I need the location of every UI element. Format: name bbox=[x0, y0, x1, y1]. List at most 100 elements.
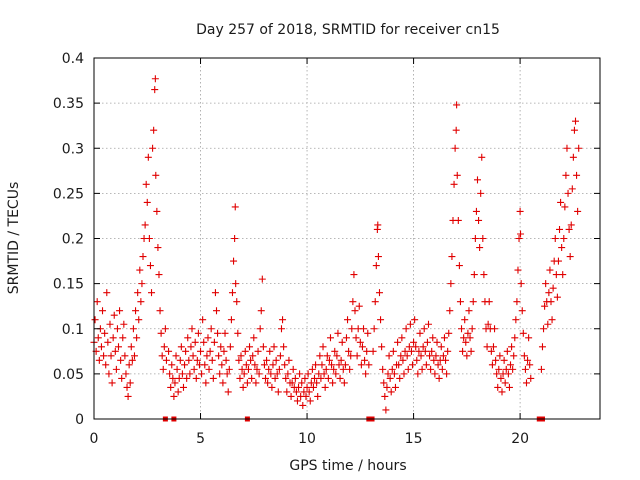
tick-labels-layer: 0 0.05 0.1 0.15 0.2 0.25 0.3 0.35 0.4 0 5 10 15 20 bbox=[53, 51, 529, 447]
data-point bbox=[437, 343, 445, 351]
data-point bbox=[219, 379, 227, 387]
data-point bbox=[293, 397, 301, 405]
data-point bbox=[241, 347, 249, 355]
data-point bbox=[388, 365, 396, 373]
data-point bbox=[130, 352, 138, 360]
y-tick-label: 0.4 bbox=[62, 51, 84, 67]
x-tick-label: 0 bbox=[90, 431, 99, 447]
data-point bbox=[498, 388, 506, 396]
data-point bbox=[115, 343, 123, 351]
data-point bbox=[466, 334, 474, 342]
data-point bbox=[394, 338, 402, 346]
data-point bbox=[177, 343, 185, 351]
data-point bbox=[537, 365, 545, 373]
data-point bbox=[184, 334, 192, 342]
data-point bbox=[214, 329, 222, 337]
data-point bbox=[510, 352, 518, 360]
data-point bbox=[250, 334, 258, 342]
data-point bbox=[155, 271, 163, 279]
data-point bbox=[423, 338, 431, 346]
data-point bbox=[382, 406, 390, 414]
data-point bbox=[455, 262, 463, 270]
data-point bbox=[379, 365, 387, 373]
data-point bbox=[451, 144, 459, 152]
y-tick-label: 0.1 bbox=[62, 322, 84, 338]
data-point bbox=[113, 325, 121, 333]
data-point bbox=[460, 334, 468, 342]
data-point bbox=[369, 347, 377, 355]
data-point bbox=[440, 334, 448, 342]
data-point bbox=[213, 307, 221, 315]
data-point bbox=[199, 316, 207, 324]
data-point bbox=[424, 320, 432, 328]
data-point bbox=[395, 361, 403, 369]
x-tick-label: 20 bbox=[511, 431, 529, 447]
data-point bbox=[333, 352, 341, 360]
data-point bbox=[185, 356, 193, 364]
data-point bbox=[465, 307, 473, 315]
data-point bbox=[221, 329, 229, 337]
data-point bbox=[386, 374, 394, 382]
data-point bbox=[433, 338, 441, 346]
data-point bbox=[99, 307, 107, 315]
data-point bbox=[519, 329, 527, 337]
data-point bbox=[374, 221, 382, 229]
data-point bbox=[410, 338, 418, 346]
data-point bbox=[345, 347, 353, 355]
data-point bbox=[398, 334, 406, 342]
data-point bbox=[277, 325, 285, 333]
data-point bbox=[570, 126, 578, 134]
data-point bbox=[414, 370, 422, 378]
data-point bbox=[314, 392, 322, 400]
data-point bbox=[352, 334, 360, 342]
data-point bbox=[502, 365, 510, 373]
data-point bbox=[101, 329, 109, 337]
data-point bbox=[187, 343, 195, 351]
data-point bbox=[116, 307, 124, 315]
data-point bbox=[257, 307, 265, 315]
data-point bbox=[485, 298, 493, 306]
data-point bbox=[561, 203, 569, 211]
data-point bbox=[564, 189, 572, 197]
data-point bbox=[552, 271, 560, 279]
data-point bbox=[518, 307, 526, 315]
data-point bbox=[480, 271, 488, 279]
data-point bbox=[477, 189, 485, 197]
data-point bbox=[305, 388, 313, 396]
data-point bbox=[262, 374, 270, 382]
data-point bbox=[194, 329, 202, 337]
data-point bbox=[470, 271, 478, 279]
data-point bbox=[409, 361, 417, 369]
data-point bbox=[541, 302, 549, 310]
data-point bbox=[326, 334, 334, 342]
data-point bbox=[401, 347, 409, 355]
data-point bbox=[253, 365, 261, 373]
data-point bbox=[562, 171, 570, 179]
data-point bbox=[566, 253, 574, 261]
y-tick-label: 0.15 bbox=[53, 277, 84, 293]
data-point bbox=[272, 356, 280, 364]
data-point bbox=[411, 316, 419, 324]
data-point bbox=[279, 316, 287, 324]
data-point bbox=[238, 365, 246, 373]
data-point bbox=[220, 347, 228, 355]
data-point bbox=[390, 370, 398, 378]
data-point bbox=[226, 343, 234, 351]
data-point bbox=[156, 307, 164, 315]
data-point bbox=[413, 356, 421, 364]
data-point bbox=[301, 374, 309, 382]
data-point bbox=[225, 365, 233, 373]
data-point bbox=[516, 207, 524, 215]
data-point bbox=[517, 230, 525, 238]
data-point bbox=[304, 370, 312, 378]
data-point bbox=[244, 365, 252, 373]
data-point bbox=[274, 388, 282, 396]
data-point bbox=[355, 302, 363, 310]
data-point bbox=[496, 352, 504, 360]
data-point bbox=[295, 383, 303, 391]
data-point bbox=[365, 361, 373, 369]
data-point bbox=[320, 370, 328, 378]
data-point bbox=[110, 311, 118, 319]
x-axis-label: GPS time / hours bbox=[289, 458, 406, 474]
